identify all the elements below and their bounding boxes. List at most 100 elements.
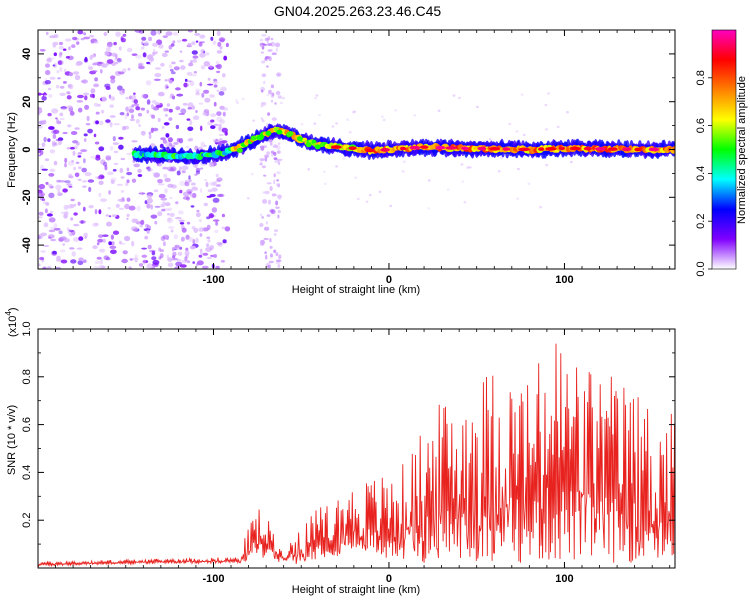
noise-blob: [47, 138, 51, 143]
noise-blob: [57, 59, 64, 66]
noise-blob: [215, 265, 220, 269]
noise-blob: [167, 213, 170, 216]
noise-blob: [191, 41, 196, 46]
noise-blob: [67, 84, 72, 88]
noise-blob: [49, 168, 56, 173]
noise-blob: [95, 120, 99, 125]
noise-blob: [52, 250, 57, 255]
noise-blob: [181, 227, 187, 233]
noise-blob: [261, 89, 264, 93]
noise-blob: [276, 179, 279, 182]
noise-blob: [190, 205, 195, 208]
noise-blob: [184, 250, 190, 256]
noise-blob: [151, 114, 156, 119]
noise-blob: [273, 151, 277, 156]
noise-blob: [126, 171, 133, 176]
noise-blob: [179, 59, 184, 63]
noise-blob: [96, 242, 100, 246]
noise-blob: [69, 233, 73, 237]
y-tick-label: 40: [21, 48, 33, 60]
noise-blob: [259, 163, 263, 166]
noise-blob: [168, 143, 173, 147]
noise-blob: [346, 118, 349, 122]
noise-blob: [175, 124, 180, 130]
noise-blob: [67, 124, 72, 128]
noise-blob: [178, 210, 184, 215]
noise-blob: [150, 204, 153, 210]
noise-blob: [164, 202, 171, 207]
noise-blob: [331, 125, 335, 128]
noise-blob: [260, 147, 265, 151]
noise-blob: [250, 172, 254, 176]
noise-blob: [115, 203, 120, 208]
noise-blob: [164, 84, 169, 90]
noise-blob: [141, 247, 148, 250]
noise-blob: [68, 72, 73, 77]
noise-blob: [84, 172, 92, 177]
noise-blob: [206, 195, 212, 198]
noise-blob: [73, 145, 78, 150]
noise-blob: [138, 124, 142, 127]
noise-blob: [98, 234, 104, 238]
noise-blob: [131, 53, 138, 56]
noise-blob: [143, 41, 150, 47]
noise-blob: [117, 58, 122, 63]
noise-blob: [125, 96, 129, 100]
noise-blob: [264, 190, 270, 195]
noise-blob: [78, 236, 84, 241]
noise-blob: [216, 70, 221, 74]
noise-blob: [94, 209, 98, 215]
noise-blob: [220, 260, 225, 263]
x-tick-label: 100: [555, 573, 573, 585]
noise-blob: [203, 89, 210, 94]
noise-blob: [271, 92, 275, 97]
noise-blob: [206, 243, 210, 248]
noise-blob: [266, 43, 273, 46]
noise-blob: [105, 119, 111, 123]
noise-blob: [159, 249, 164, 253]
noise-blob: [169, 212, 175, 217]
noise-blob: [59, 66, 63, 73]
noise-blob: [59, 117, 65, 121]
noise-blob: [109, 95, 115, 101]
noise-blob: [53, 52, 57, 57]
noise-blob: [170, 166, 177, 172]
noise-blob: [271, 52, 277, 55]
noise-blob: [180, 65, 186, 70]
noise-blob: [368, 193, 372, 197]
noise-blob: [270, 93, 275, 99]
noise-blob: [59, 92, 66, 96]
noise-blob: [127, 67, 131, 71]
noise-blob: [47, 56, 51, 61]
noise-blob: [168, 168, 176, 172]
noise-blob: [79, 220, 86, 224]
y-tick-label: 0.4: [21, 465, 33, 480]
noise-blob: [276, 145, 281, 150]
noise-blob: [195, 110, 198, 113]
noise-blob: [198, 41, 203, 47]
noise-blob: [141, 41, 144, 45]
noise-blob: [94, 77, 98, 82]
noise-blob: [69, 247, 75, 250]
noise-blob: [75, 141, 80, 146]
noise-blob: [208, 162, 214, 168]
noise-blob: [162, 35, 168, 38]
noise-blob: [87, 179, 95, 183]
ridge-peak: [399, 146, 407, 151]
noise-blob: [263, 80, 266, 85]
noise-blob: [83, 133, 88, 137]
x-tick-label: -100: [202, 274, 224, 286]
noise-blob: [74, 172, 80, 178]
noise-blob: [38, 216, 43, 219]
noise-blob: [271, 209, 276, 215]
noise-blob: [109, 245, 117, 249]
noise-blob: [212, 40, 217, 46]
snr-multiplier-text: (x104): [4, 307, 19, 337]
noise-blob: [47, 87, 52, 91]
ridge-peak: [250, 135, 257, 141]
ridge-peak: [236, 147, 243, 153]
noise-blob: [176, 39, 182, 43]
noise-blob: [266, 65, 269, 68]
noise-blob: [161, 208, 165, 212]
